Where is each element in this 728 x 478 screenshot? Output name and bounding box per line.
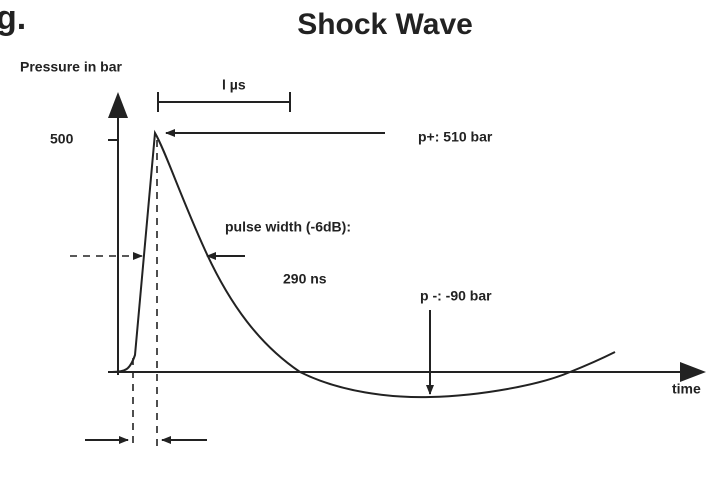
corner-text: g. [0,0,26,37]
y-tick-label: 500 [50,131,74,147]
peak-label: p+: 510 bar [418,129,493,145]
y-arrow [108,92,128,118]
x-axis-label: time [672,381,701,397]
pulse-width-value: 290 ns [283,271,327,287]
x-arrow [680,362,706,382]
y-axis-label: Pressure in bar [20,59,122,75]
title: Shock Wave [297,8,473,41]
duration-label: l µs [222,77,246,93]
pulse-width-label: pulse width (-6dB): [225,219,351,235]
negative-label: p -: -90 bar [420,288,492,304]
pressure-curve [111,129,616,399]
